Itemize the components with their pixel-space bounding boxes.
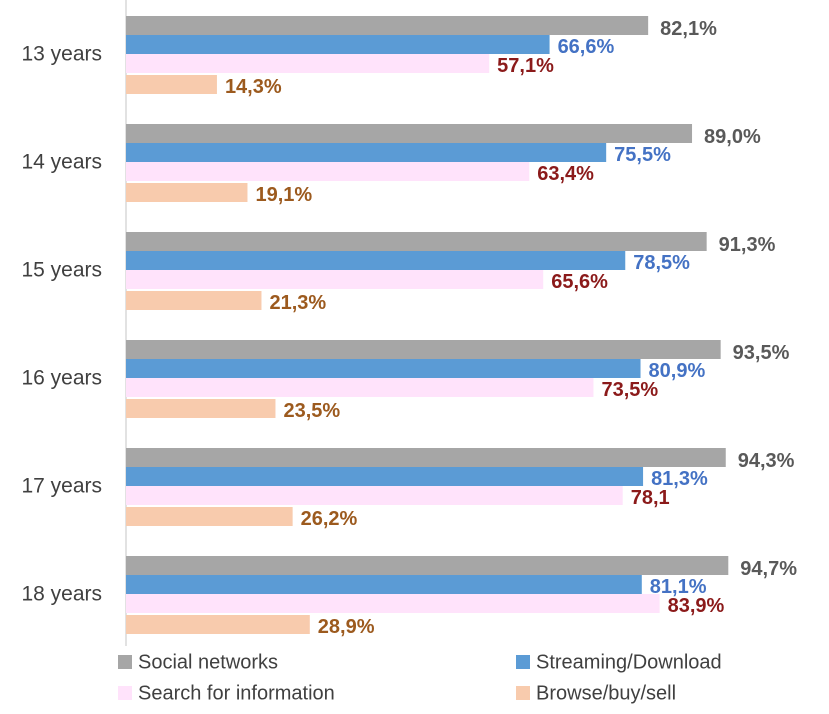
bar xyxy=(126,270,544,289)
value-label: 78,5% xyxy=(633,252,690,274)
bar xyxy=(126,507,293,526)
category-label: 15 years xyxy=(21,259,102,282)
legend-swatch xyxy=(516,655,530,669)
bar xyxy=(126,251,626,270)
legend-label: Streaming/Download xyxy=(536,651,722,673)
value-label: 83,9% xyxy=(668,595,725,617)
value-label: 81,1% xyxy=(650,576,707,598)
bar xyxy=(126,183,248,202)
value-label: 65,6% xyxy=(551,271,608,293)
value-label: 57,1% xyxy=(497,55,554,77)
bar xyxy=(126,143,607,162)
value-label: 26,2% xyxy=(301,508,358,530)
legend-swatch xyxy=(516,686,530,700)
bar xyxy=(126,448,726,467)
bar xyxy=(126,232,707,251)
legend-label: Social networks xyxy=(138,651,278,673)
legend-label: Browse/buy/sell xyxy=(536,682,676,704)
value-label: 21,3% xyxy=(269,292,326,314)
bar xyxy=(126,594,660,613)
bar xyxy=(126,399,276,418)
bar xyxy=(126,162,530,181)
value-label: 23,5% xyxy=(283,400,340,422)
bar xyxy=(126,378,594,397)
legend-label: Search for information xyxy=(138,682,335,704)
value-label: 93,5% xyxy=(733,342,790,364)
value-label: 19,1% xyxy=(255,184,312,206)
bar xyxy=(126,359,641,378)
value-label: 66,6% xyxy=(558,36,615,58)
category-label: 18 years xyxy=(21,583,102,606)
category-label: 13 years xyxy=(21,43,102,66)
value-label: 73,5% xyxy=(601,379,658,401)
value-label: 94,3% xyxy=(738,450,795,472)
bar xyxy=(126,35,550,54)
category-label: 17 years xyxy=(21,475,102,498)
bar xyxy=(126,615,310,634)
value-label: 80,9% xyxy=(649,360,706,382)
value-label: 75,5% xyxy=(614,144,671,166)
bar xyxy=(126,486,623,505)
bar xyxy=(126,467,644,486)
category-label: 16 years xyxy=(21,367,102,390)
category-label: 14 years xyxy=(21,151,102,174)
bar xyxy=(126,16,649,35)
value-label: 78,1 xyxy=(631,487,670,509)
value-label: 94,7% xyxy=(740,558,797,580)
bar xyxy=(126,75,217,94)
legend-swatch xyxy=(118,655,132,669)
value-label: 91,3% xyxy=(719,234,776,256)
value-label: 28,9% xyxy=(318,616,375,638)
bar xyxy=(126,124,693,143)
bar xyxy=(126,575,642,594)
bar xyxy=(126,54,490,73)
bar xyxy=(126,340,721,359)
value-label: 81,3% xyxy=(651,468,708,490)
bar xyxy=(126,556,729,575)
legend-swatch xyxy=(118,686,132,700)
value-label: 82,1% xyxy=(660,18,717,40)
value-label: 14,3% xyxy=(225,76,282,98)
value-label: 63,4% xyxy=(537,163,594,185)
value-label: 89,0% xyxy=(704,126,761,148)
bar xyxy=(126,291,262,310)
